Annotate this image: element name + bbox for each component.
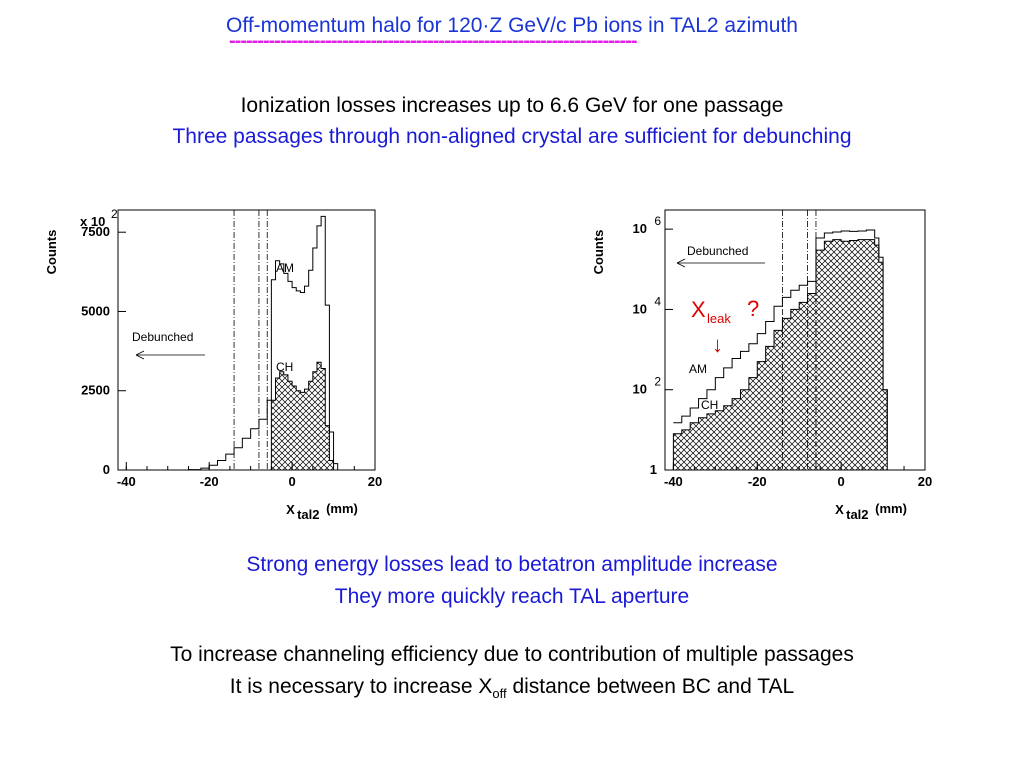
ytick-label: 5000	[81, 303, 110, 318]
text-increase-a: It is necessary to increase X	[229, 675, 493, 698]
annotation-debunched: Debunched	[687, 244, 748, 258]
annotation-debunched: Debunched	[132, 330, 193, 344]
text-increase-b: distance between BC and TAL	[506, 675, 795, 698]
ytick-label: 0	[103, 462, 110, 477]
y-axis-label: Counts	[44, 230, 59, 275]
ytick-label: 10	[633, 382, 647, 397]
series-am-line	[151, 215, 339, 471]
histogram-linear-chart: -40 -20 0 20 0 2500 5000 7500 Counts x 10 2 X tal2 (m…	[44, 207, 382, 522]
series-ch-area	[672, 239, 888, 471]
x-axis-unit: (mm)	[326, 501, 358, 516]
xtick-label: 20	[368, 474, 382, 489]
x-axis-unit: (mm)	[875, 501, 907, 516]
page-title: Off-momentum halo for 120·Z GeV/c Pb ion…	[226, 14, 798, 37]
annotation-am: AM	[276, 261, 294, 275]
xtick-label: 0	[838, 474, 845, 489]
ytick-label: 1	[650, 462, 657, 477]
text-ionization: Ionization losses increases up to 6.6 Ge…	[240, 94, 784, 117]
text-energy-losses: Strong energy losses lead to betatron am…	[246, 553, 778, 576]
ytick-power: 2	[654, 375, 661, 389]
annotation-am: AM	[689, 362, 707, 376]
xtick-label: -20	[748, 474, 767, 489]
ytick-label: 7500	[81, 224, 110, 239]
ytick-label: 2500	[81, 383, 110, 398]
x-axis-label-sub: tal2	[297, 507, 319, 522]
annotation-xleak-sub: leak	[707, 311, 731, 326]
text-channeling-efficiency: To increase channeling efficiency due to…	[170, 643, 854, 666]
histogram-log-chart: -40 -20 0 20 1 10 2 10 4 10 6 Counts X tal2 (mm) Debunc…	[591, 209, 932, 522]
xtick-label: -40	[117, 474, 136, 489]
y-axis-label: Counts	[591, 230, 606, 275]
ytick-power: 4	[654, 294, 661, 308]
xtick-label: 20	[918, 474, 932, 489]
xtick-label: 0	[288, 474, 295, 489]
series-am-line	[673, 229, 888, 451]
xtick-label: -20	[200, 474, 219, 489]
ytick-label: 10	[633, 301, 647, 316]
text-increase-xoff: It is necessary to increase Xoff distanc…	[0, 675, 1024, 701]
y-exponent-power: 2	[111, 207, 118, 221]
x-axis-label: X	[286, 502, 295, 517]
ytick-power: 6	[654, 214, 661, 228]
annotation-question: ?	[747, 296, 759, 321]
text-xoff-subscript: off	[492, 686, 507, 702]
y-exponent-label: x 10	[80, 214, 105, 229]
annotation-ch: CH	[701, 398, 718, 412]
ytick-label: 10	[633, 221, 647, 236]
debunched-arrowhead	[676, 258, 686, 268]
title-underline: ----------------------------------------…	[229, 30, 638, 52]
annotation-ch: CH	[276, 360, 293, 374]
series-ch-area	[267, 361, 335, 471]
debunched-arrowhead	[135, 350, 145, 360]
annotation-down-arrow: ↓	[712, 332, 723, 357]
text-tal-aperture: They more quickly reach TAL aperture	[334, 585, 690, 608]
annotation-xleak: X	[691, 297, 706, 322]
xtick-label: -40	[664, 474, 683, 489]
x-axis-label-sub: tal2	[846, 507, 868, 522]
plot-frame	[117, 209, 376, 471]
text-debunching: Three passages through non-aligned cryst…	[172, 125, 852, 148]
x-axis-label: X	[835, 502, 844, 517]
